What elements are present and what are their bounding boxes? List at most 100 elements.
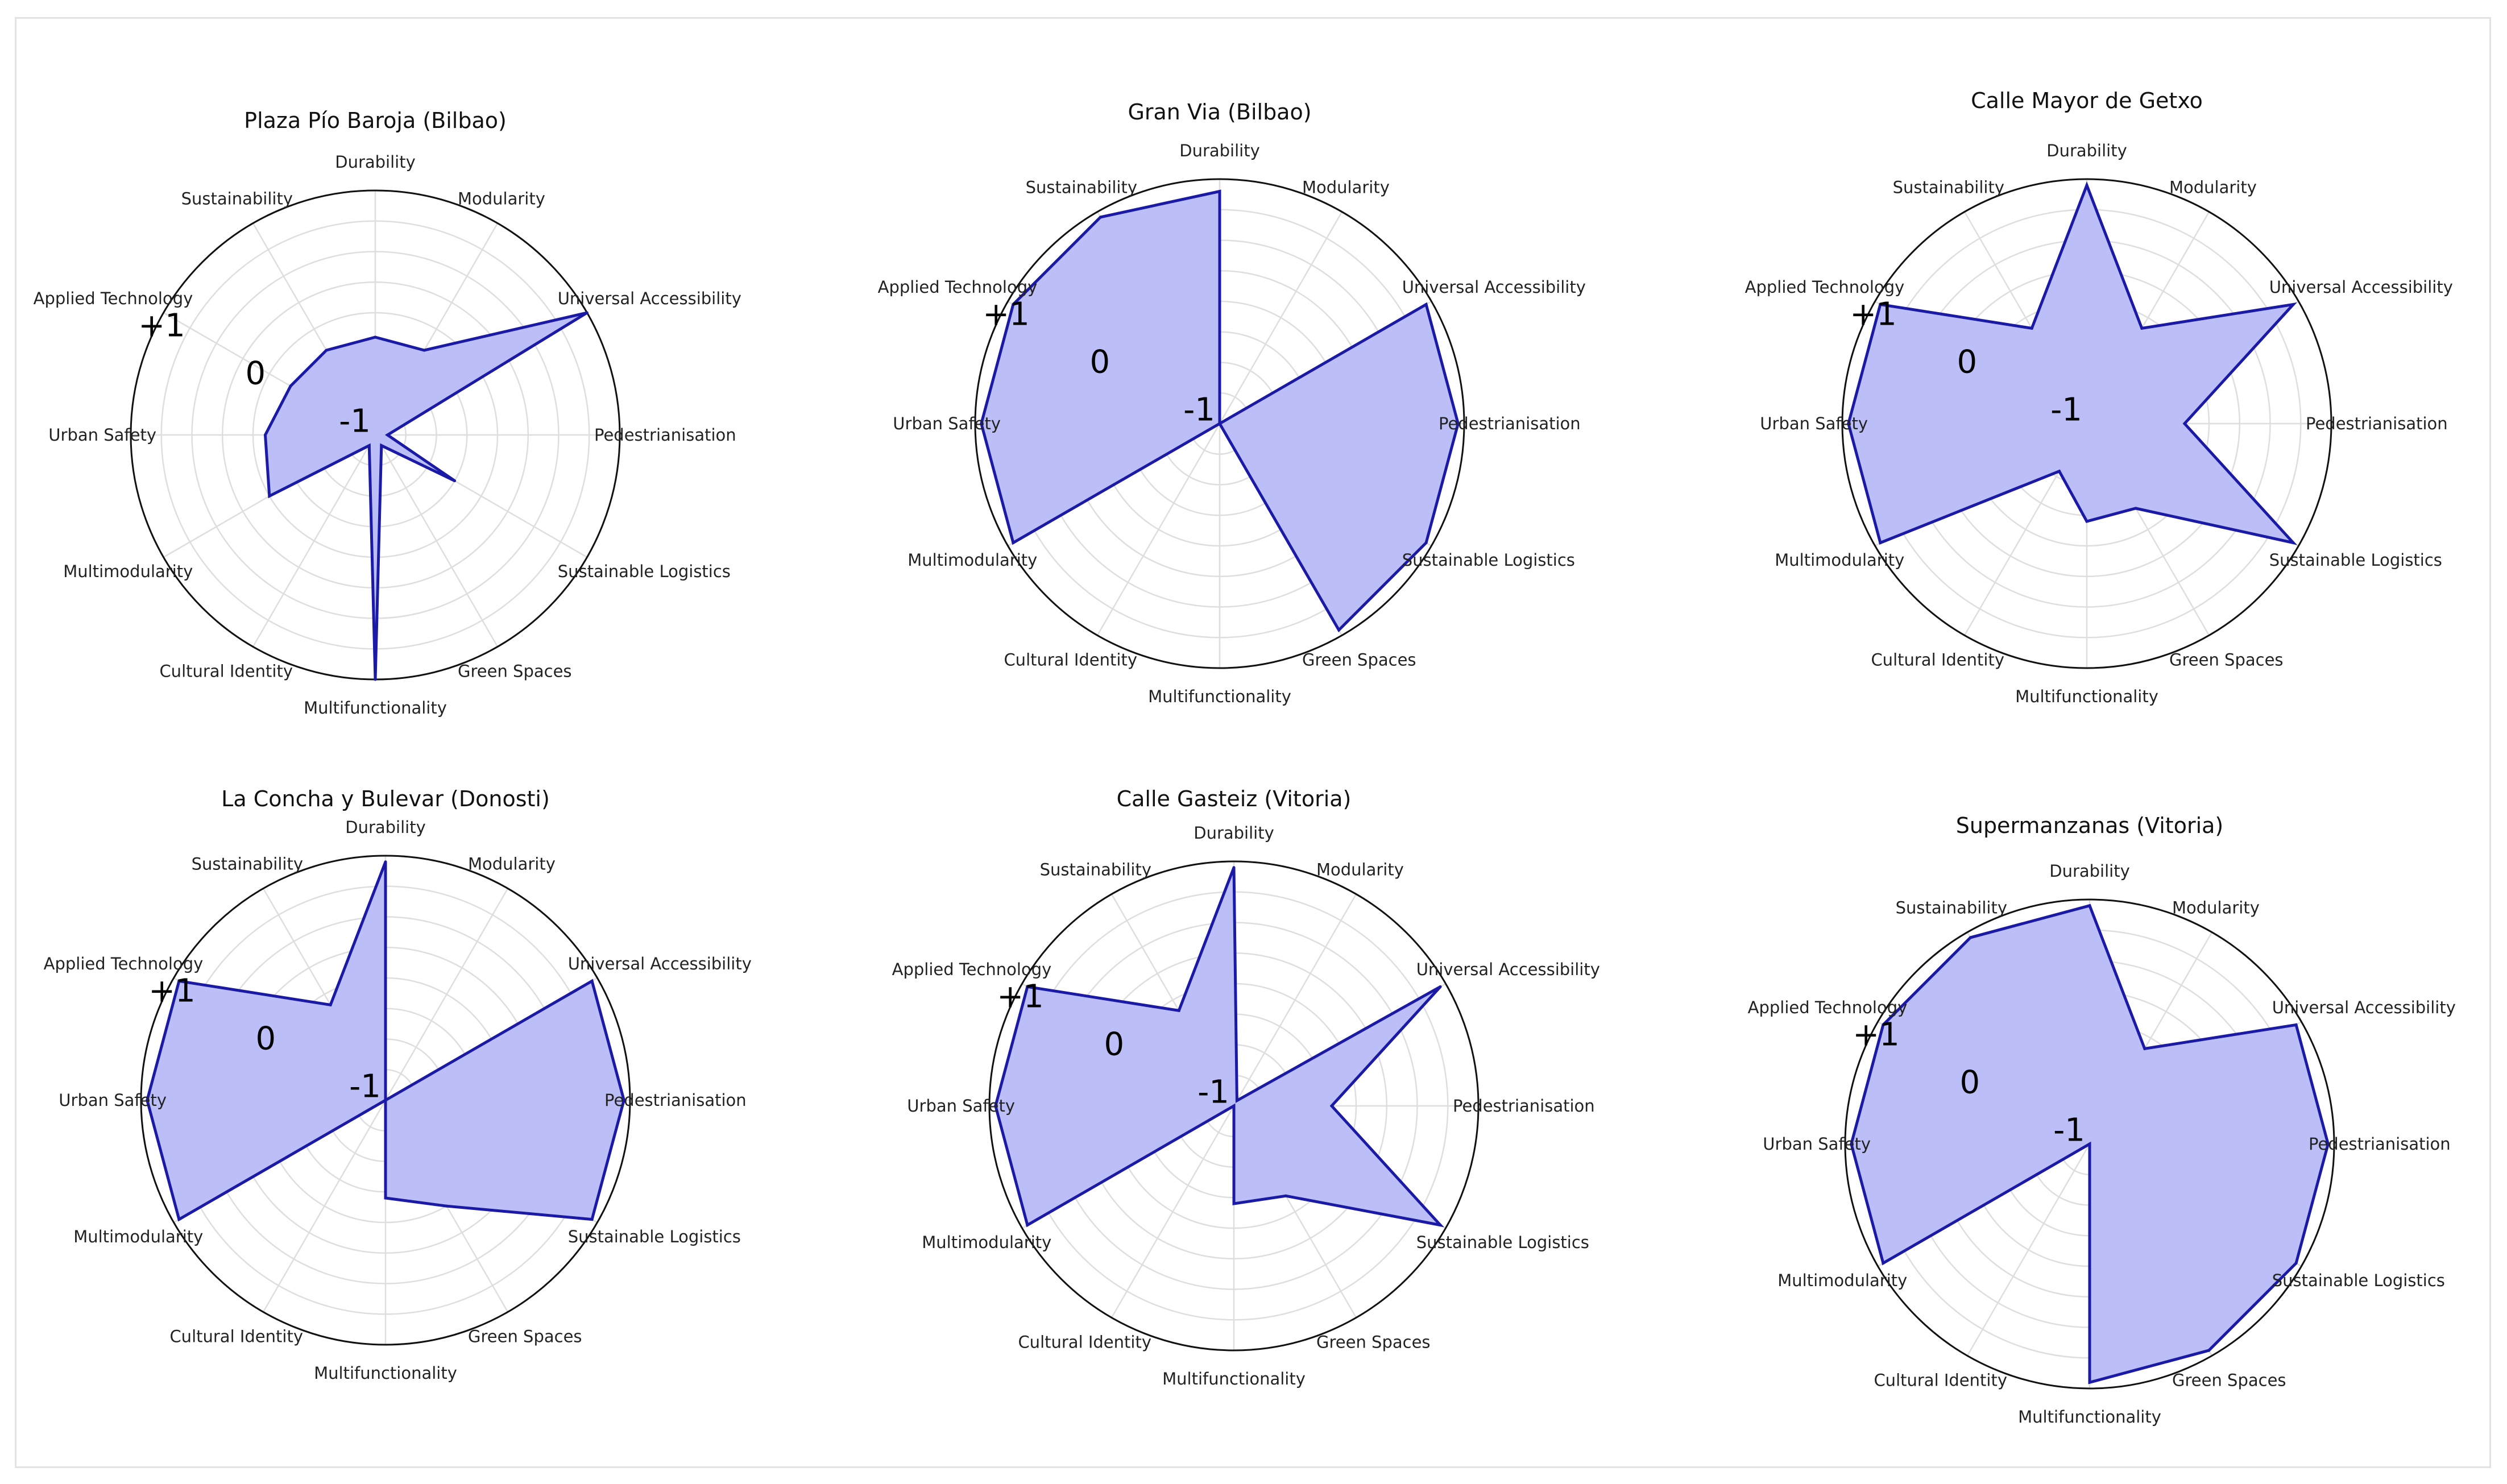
axis-label-cultural-identity: Cultural Identity: [1004, 650, 1137, 670]
axis-label-applied-technology: Applied Technology: [44, 954, 204, 973]
axis-spoke: [384, 888, 509, 1101]
axis-label-sustainability: Sustainability: [1896, 898, 2007, 917]
axis-spoke: [1219, 211, 1343, 424]
data-point-applied-technology: [289, 384, 292, 388]
axis-label-sustainable-logistics: Sustainable Logistics: [568, 1227, 741, 1246]
axis-label-multifunctionality: Multifunctionality: [314, 1363, 457, 1383]
data-point-multifunctionality: [1232, 1202, 1236, 1205]
scale-label: -1: [339, 403, 371, 440]
scale-label: -1: [2053, 1112, 2085, 1149]
data-point-multifunctionality: [384, 1196, 387, 1200]
data-point-pedestrianisation: [2326, 1142, 2330, 1146]
data-point-sustainable-logistics: [2291, 541, 2295, 545]
axis-label-urban-safety: Urban Safety: [893, 414, 1001, 433]
axis-label-applied-technology: Applied Technology: [34, 289, 193, 308]
data-point-urban-safety: [146, 1099, 149, 1102]
data-point-pedestrianisation: [1330, 1104, 1333, 1108]
data-point-multifunctionality: [2088, 1381, 2091, 1384]
data-point-pedestrianisation: [386, 433, 389, 437]
data-point-cultural-identity: [2088, 1142, 2091, 1146]
axis-label-pedestrianisation: Pedestrianisation: [1439, 414, 1581, 433]
radar-chart-2: Durability Modularity Universal Accessibil…: [878, 100, 1586, 706]
axis-label-sustainability: Sustainability: [1026, 177, 1137, 197]
data-point-multimodularity: [1882, 1262, 1885, 1265]
data-point-applied-technology: [1879, 302, 1882, 306]
axis-label-urban-safety: Urban Safety: [1760, 414, 1868, 433]
data-point-universal-accessibility: [1424, 302, 1428, 306]
axis-label-sustainability: Sustainability: [1040, 860, 1151, 879]
data-point-applied-technology: [1026, 985, 1029, 988]
axis-label-green-spaces: Green Spaces: [1302, 650, 1416, 670]
data-point-green-spaces: [1337, 628, 1341, 632]
axis-label-pedestrianisation: Pedestrianisation: [1453, 1096, 1595, 1116]
data-point-multimodularity: [177, 1218, 181, 1221]
axis-label-universal-accessibility: Universal Accessibility: [2272, 998, 2456, 1017]
data-point-sustainable-logistics: [1424, 541, 1428, 545]
axis-label-sustainable-logistics: Sustainable Logistics: [1402, 550, 1575, 570]
axis-label-durability: Durability: [1179, 141, 1260, 160]
radar-chart-6: Durability Modularity Universal Accessibil…: [1748, 813, 2456, 1427]
scale-label: 0: [1089, 344, 1110, 381]
axis-label-applied-technology: Applied Technology: [892, 960, 1052, 979]
data-point-universal-accessibility: [590, 979, 594, 983]
axis-label-multimodularity: Multimodularity: [73, 1227, 203, 1246]
outer-frame: [1844, 898, 2335, 1390]
scale-label: +1: [148, 973, 196, 1010]
axis-label-sustainable-logistics: Sustainable Logistics: [558, 562, 731, 581]
data-point-multimodularity: [1026, 1224, 1029, 1227]
data-point-modularity: [422, 349, 426, 352]
data-point-urban-safety: [1847, 422, 1850, 425]
outer-frame: [974, 178, 1465, 669]
axis-label-urban-safety: Urban Safety: [59, 1091, 167, 1110]
data-point-sustainable-logistics: [453, 479, 457, 483]
axis-label-universal-accessibility: Universal Accessibility: [1402, 277, 1586, 297]
data-point-durability: [2088, 904, 2091, 907]
scale-label: +1: [1850, 296, 1897, 333]
data-point-green-spaces: [445, 1204, 448, 1208]
axis-label-sustainability: Sustainability: [181, 189, 293, 208]
axis-label-cultural-identity: Cultural Identity: [159, 662, 293, 681]
data-polygon: [263, 311, 588, 680]
radar-chart-5: Durability Modularity Universal Accessibil…: [892, 786, 1600, 1388]
axis-label-multifunctionality: Multifunctionality: [1148, 687, 1291, 706]
data-point-urban-safety: [1850, 1142, 1853, 1146]
data-point-multimodularity: [268, 495, 271, 498]
data-polygon: [1847, 181, 2298, 545]
data-point-universal-accessibility: [2294, 1023, 2298, 1026]
axis-label-modularity: Modularity: [468, 854, 556, 873]
axis-label-urban-safety: Urban Safety: [907, 1096, 1015, 1116]
axis-label-cultural-identity: Cultural Identity: [1018, 1333, 1151, 1352]
data-point-cultural-identity: [367, 444, 371, 447]
axis-label-applied-technology: Applied Technology: [1748, 998, 1908, 1017]
chart-title: Gran Via (Bilbao): [1128, 100, 1311, 125]
data-point-durability: [374, 335, 377, 339]
axis-label-cultural-identity: Cultural Identity: [1871, 650, 2004, 670]
data-point-modularity: [2140, 326, 2144, 330]
axis-label-pedestrianisation: Pedestrianisation: [594, 425, 736, 445]
data-point-sustainability: [1969, 936, 1972, 939]
axis-label-multifunctionality: Multifunctionality: [2018, 1407, 2161, 1427]
data-point-durability: [384, 860, 387, 864]
axis-label-green-spaces: Green Spaces: [1316, 1333, 1431, 1352]
scale-label: 0: [245, 355, 266, 392]
axis-spoke: [1966, 1143, 2091, 1357]
axis-label-sustainable-logistics: Sustainable Logistics: [2272, 1271, 2445, 1290]
data-point-durability: [1232, 866, 1236, 869]
data-point-sustainability: [1099, 215, 1102, 219]
data-point-pedestrianisation: [2183, 422, 2186, 425]
chart-title: Plaza Pío Baroja (Bilbao): [244, 108, 507, 133]
axis-spoke: [374, 434, 499, 648]
axis-label-applied-technology: Applied Technology: [1745, 277, 1905, 297]
axis-label-universal-accessibility: Universal Accessibility: [1416, 960, 1600, 979]
chart-title: La Concha y Bulevar (Donosti): [221, 786, 550, 811]
axis-spoke: [1233, 893, 1357, 1106]
data-point-universal-accessibility: [2291, 302, 2295, 306]
data-point-sustainability: [325, 349, 328, 352]
chart-title: Supermanzanas (Vitoria): [1956, 813, 2224, 838]
axis-spoke: [252, 434, 376, 648]
data-polygon: [980, 189, 1460, 633]
data-point-universal-accessibility: [585, 311, 589, 314]
scale-label: -1: [1183, 392, 1215, 429]
axis-label-sustainability: Sustainability: [192, 854, 303, 873]
